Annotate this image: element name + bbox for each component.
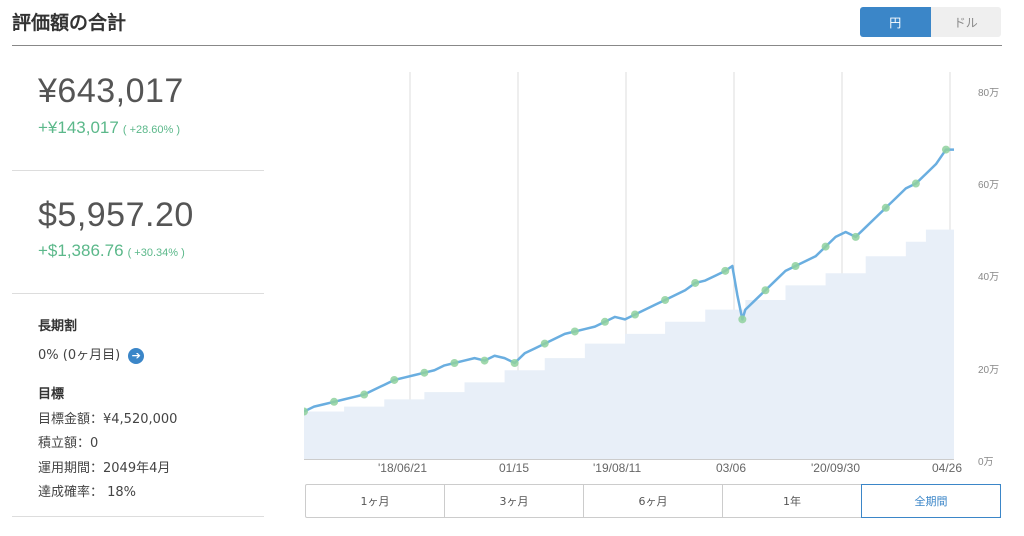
yen-gain-percent: ( +28.60% ) [122,124,181,136]
valuation-point [631,310,640,319]
yen-gain-value: +¥143,017 [38,118,119,137]
x-tick-label: 03/06 [716,461,747,475]
valuation-point [941,145,950,154]
valuation-point [761,286,770,295]
x-tick-label: '19/08/11 [593,461,642,475]
divider [12,516,264,517]
x-tick-label: 01/15 [499,461,530,475]
valuation-point [480,356,489,365]
period-selector[interactable]: 1ヶ月 3ヶ月 6ヶ月 1年 全期間 [305,484,1001,518]
dollar-button[interactable]: ドル [930,7,1001,37]
y-tick-label: 20万 [978,365,1000,376]
valuation-point [390,375,399,384]
valuation-point [691,278,700,287]
y-tick-label: 60万 [978,180,1000,191]
yen-button[interactable]: 円 [860,7,931,37]
long-term-label: 長期割 [38,319,78,334]
header-divider [12,45,1002,46]
valuation-point [510,359,519,367]
valuation-point [600,317,609,326]
valuation-point [851,232,860,241]
x-tick-label: '20/09/30 [811,461,861,475]
valuation-point [738,315,747,324]
page-title: 評価額の合計 [12,12,127,34]
y-tick-label: 80万 [978,88,1000,99]
goal-label: 目標 [38,387,65,402]
yen-total-value: ¥643,017 [38,72,184,110]
period-1-month[interactable]: 1ヶ月 [306,485,445,517]
goal-amount: 目標金額：¥4,520,000 [38,412,178,427]
usd-gain-value: +$1,386.76 [38,241,124,260]
valuation-chart [304,72,954,460]
divider [12,293,264,294]
invested-area [304,217,954,460]
period-all[interactable]: 全期間 [861,484,1001,518]
long-term-value-text: 0% (0ヶ月目) [38,348,121,363]
x-tick-label: '18/06/21 [378,461,428,475]
valuation-point [821,242,830,251]
long-term-value: 0% (0ヶ月目) ➔ [38,344,145,364]
valuation-point [721,266,730,275]
usd-total-value: $5,957.20 [38,196,194,234]
yen-gain: +¥143,017( +28.60% ) [38,118,180,138]
valuation-point [420,368,429,377]
y-tick-label: 40万 [978,272,1000,283]
valuation-point [881,203,890,212]
valuation-point [911,179,920,188]
period-3-months[interactable]: 3ヶ月 [445,485,584,517]
goal-probability: 達成確率： 18% [38,485,137,500]
valuation-line [304,148,954,413]
x-tick-label: 04/26 [932,461,963,475]
valuation-point [450,359,459,367]
valuation-point [661,295,670,304]
valuation-point [570,327,579,336]
usd-gain-percent: ( +30.34% ) [127,247,185,259]
period-1-year[interactable]: 1年 [723,485,862,517]
valuation-point [330,397,339,406]
period-6-months[interactable]: 6ヶ月 [584,485,723,517]
y-tick-label: 0万 [978,457,994,468]
usd-gain: +$1,386.76( +30.34% ) [38,241,185,261]
arrow-right-icon[interactable]: ➔ [128,347,145,364]
goal-period: 運用期間：2049年4月 [38,461,171,476]
valuation-point [791,262,800,270]
goal-deposit: 積立額：0 [38,436,99,451]
valuation-point [304,407,308,416]
divider [12,170,264,171]
valuation-point [540,339,549,348]
valuation-point [360,390,369,399]
currency-toggle[interactable]: 円 ドル [860,7,1001,37]
